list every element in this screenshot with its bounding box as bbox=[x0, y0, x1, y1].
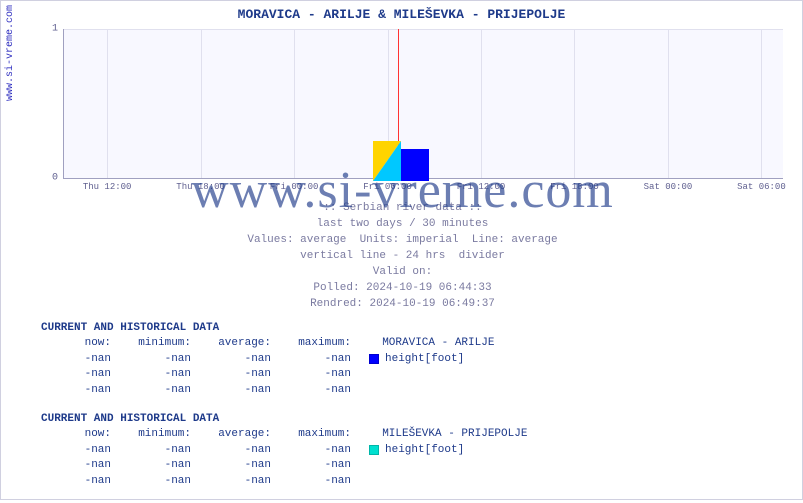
table-row: -nan-nan-nan-nan bbox=[41, 383, 527, 398]
table-cell: -nan bbox=[121, 352, 201, 367]
x-tick: Fri 12:00 bbox=[457, 182, 506, 192]
meta-line: Rendred: 2024-10-19 06:49:37 bbox=[1, 297, 803, 313]
table-cell: -nan bbox=[121, 474, 201, 489]
table-cell: -nan bbox=[201, 383, 281, 398]
chart-title: MORAVICA - ARILJE & MILEŠEVKA - PRIJEPOL… bbox=[1, 1, 802, 22]
table-cell: -nan bbox=[281, 458, 361, 473]
table-cell: -nan bbox=[41, 474, 121, 489]
series-var: height[foot] bbox=[385, 352, 464, 367]
x-tick: Fri 18:00 bbox=[550, 182, 599, 192]
table-cell: -nan bbox=[41, 443, 121, 458]
x-tick: Sat 00:00 bbox=[644, 182, 693, 192]
series-legend: height[foot] bbox=[361, 443, 464, 458]
table-cell: -nan bbox=[121, 383, 201, 398]
series-var: height[foot] bbox=[385, 443, 464, 458]
meta-line: :: Serbian river data :: bbox=[1, 201, 803, 217]
data-table: CURRENT AND HISTORICAL DATAnow:minimum:a… bbox=[41, 412, 527, 489]
table-cell: -nan bbox=[281, 443, 361, 458]
meta-line: Values: average Units: imperial Line: av… bbox=[1, 233, 803, 249]
table-cell: -nan bbox=[41, 458, 121, 473]
table-row: -nan-nan-nan-nan bbox=[41, 458, 527, 473]
table-cell: -nan bbox=[41, 352, 121, 367]
swatch-icon bbox=[369, 354, 379, 364]
meta-line: Polled: 2024-10-19 06:44:33 bbox=[1, 281, 803, 297]
table-header-cell: average: bbox=[201, 427, 281, 442]
y-tick: 1 bbox=[52, 24, 58, 35]
table-header-cell: minimum: bbox=[121, 427, 201, 442]
x-tick: Sat 06:00 bbox=[737, 182, 786, 192]
table-header-row: now:minimum:average:maximum: MILEŠEVKA -… bbox=[41, 427, 527, 442]
table-header-cell: minimum: bbox=[121, 336, 201, 351]
table-cell: -nan bbox=[201, 458, 281, 473]
table-cell: -nan bbox=[281, 474, 361, 489]
table-row: -nan-nan-nan-nanheight[foot] bbox=[41, 443, 527, 458]
table-header-row: now:minimum:average:maximum: MORAVICA - … bbox=[41, 336, 527, 351]
data-tables: CURRENT AND HISTORICAL DATAnow:minimum:a… bbox=[41, 321, 527, 503]
table-cell: -nan bbox=[281, 367, 361, 382]
table-cell: -nan bbox=[281, 383, 361, 398]
meta-info: :: Serbian river data :: last two days /… bbox=[1, 201, 803, 313]
table-header-cell: now: bbox=[41, 427, 121, 442]
series-legend: height[foot] bbox=[361, 352, 464, 367]
x-tick: Thu 18:00 bbox=[176, 182, 225, 192]
table-header-cell: maximum: bbox=[281, 427, 361, 442]
table-cell: -nan bbox=[121, 458, 201, 473]
table-cell: -nan bbox=[121, 367, 201, 382]
table-cell: -nan bbox=[281, 352, 361, 367]
swatch-icon bbox=[369, 445, 379, 455]
table-title: CURRENT AND HISTORICAL DATA bbox=[41, 412, 527, 427]
table-row: -nan-nan-nan-nan bbox=[41, 474, 527, 489]
series-label: MILEŠEVKA - PRIJEPOLJE bbox=[361, 427, 527, 442]
table-cell: -nan bbox=[41, 367, 121, 382]
data-table: CURRENT AND HISTORICAL DATAnow:minimum:a… bbox=[41, 321, 527, 398]
watermark-logo-icon bbox=[373, 141, 429, 181]
table-row: -nan-nan-nan-nan bbox=[41, 367, 527, 382]
table-cell: -nan bbox=[201, 352, 281, 367]
table-cell: -nan bbox=[201, 474, 281, 489]
series-label: MORAVICA - ARILJE bbox=[361, 336, 494, 351]
table-title: CURRENT AND HISTORICAL DATA bbox=[41, 321, 527, 336]
x-tick: Thu 12:00 bbox=[83, 182, 132, 192]
meta-line: Valid on: bbox=[1, 265, 803, 281]
table-cell: -nan bbox=[201, 443, 281, 458]
x-tick: Fri 00:00 bbox=[270, 182, 319, 192]
table-header-cell: maximum: bbox=[281, 336, 361, 351]
table-cell: -nan bbox=[41, 383, 121, 398]
meta-line: last two days / 30 minutes bbox=[1, 217, 803, 233]
table-cell: -nan bbox=[201, 367, 281, 382]
meta-line: vertical line - 24 hrs divider bbox=[1, 249, 803, 265]
x-tick: Fri 06:00 bbox=[363, 182, 412, 192]
table-header-cell: now: bbox=[41, 336, 121, 351]
table-header-cell: average: bbox=[201, 336, 281, 351]
table-row: -nan-nan-nan-nanheight[foot] bbox=[41, 352, 527, 367]
y-tick: 0 bbox=[52, 173, 58, 184]
y-axis-label-left: www.si-vreme.com bbox=[5, 5, 16, 101]
table-cell: -nan bbox=[121, 443, 201, 458]
